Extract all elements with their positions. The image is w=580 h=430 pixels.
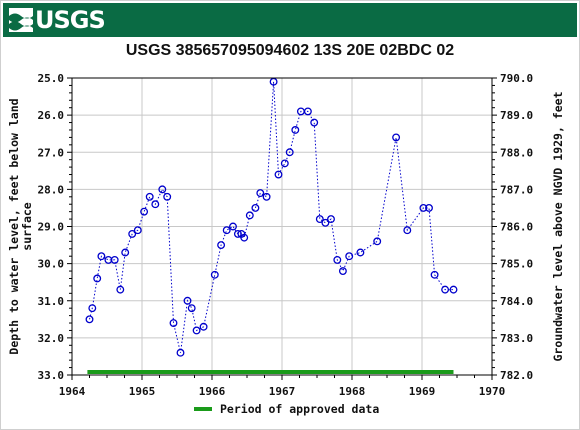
y-left-tick-label: 26.0 <box>38 109 65 122</box>
usgs-banner: USGS <box>3 3 577 37</box>
data-point <box>327 215 335 224</box>
data-point <box>449 285 458 294</box>
y-right-tick-label: 786.0 <box>500 221 533 234</box>
data-point <box>233 229 242 238</box>
x-tick-label: 1967 <box>269 385 296 398</box>
data-point <box>430 270 439 279</box>
y-right-axis-ticks: 790.0 789.0 788.0 787.0 786.0 785.0 784.0 783.0… <box>492 72 533 382</box>
data-point <box>303 107 312 116</box>
usgs-wave-icon <box>9 8 33 32</box>
data-point <box>291 126 300 134</box>
data-point <box>133 226 142 235</box>
legend-label: Period of approved data <box>220 402 380 416</box>
data-point <box>217 241 226 250</box>
data-point <box>145 192 154 201</box>
data-point <box>93 274 102 283</box>
y-right-tick-label: 788.0 <box>500 146 533 159</box>
y-right-tick-label: 789.0 <box>500 109 533 122</box>
y-left-axis-title-line2: surface <box>20 202 34 251</box>
y-right-tick-label: 783.0 <box>500 332 533 345</box>
y-right-tick-label: 785.0 <box>500 258 533 271</box>
y-right-tick-label: 790.0 <box>500 72 533 85</box>
y-left-tick-label: 33.0 <box>38 369 65 382</box>
x-tick-label: 1964 <box>59 385 86 398</box>
y-right-axis-title: Groundwater level above NGVD 1929, feet <box>551 91 565 361</box>
y-left-tick-label: 32.0 <box>38 332 65 345</box>
data-point <box>110 255 119 264</box>
chart-title: USGS 385657095094602 13S 20E 02BDC 02 <box>125 42 455 59</box>
data-point <box>158 185 167 194</box>
data-point <box>274 170 283 179</box>
data-point <box>229 222 237 231</box>
data-point <box>97 252 106 261</box>
x-tick-label: 1968 <box>339 385 366 398</box>
data-point <box>245 211 254 220</box>
data-point <box>199 322 208 331</box>
data-point <box>256 189 265 198</box>
approved-period-bar-fill <box>87 370 454 374</box>
data-point <box>88 304 97 313</box>
series-line <box>89 81 454 353</box>
data-point <box>210 270 219 279</box>
x-axis-ticks: 1964 1965 1966 1967 1968 1969 1970 <box>59 375 506 398</box>
data-point <box>128 229 137 238</box>
data-point <box>321 218 330 227</box>
y-right-tick-label: 787.0 <box>500 183 533 196</box>
data-point <box>85 315 94 324</box>
usgs-logo[interactable]: USGS <box>9 6 106 34</box>
data-point <box>310 118 319 127</box>
data-point <box>373 237 382 246</box>
data-point <box>169 319 178 327</box>
data-point <box>176 348 185 357</box>
x-tick-label: 1966 <box>199 385 226 398</box>
data-point <box>251 203 260 212</box>
y-left-axis-title-line1: Depth to water level, feet below land <box>7 98 21 354</box>
data-point <box>338 267 347 275</box>
data-point <box>345 252 354 261</box>
data-point <box>441 285 450 294</box>
y-left-tick-label: 30.0 <box>38 258 65 271</box>
x-tick-label: 1970 <box>479 385 506 398</box>
data-point <box>333 255 342 264</box>
data-point <box>419 203 428 212</box>
data-point <box>183 296 192 305</box>
usgs-logo-text: USGS <box>35 6 106 34</box>
y-left-tick-label: 25.0 <box>38 72 65 85</box>
y-left-tick-label: 29.0 <box>38 221 65 234</box>
data-point <box>403 226 412 235</box>
y-right-tick-label: 784.0 <box>500 295 533 308</box>
x-tick-label: 1969 <box>409 385 436 398</box>
data-point <box>262 192 271 201</box>
data-point <box>240 233 249 242</box>
data-point <box>285 148 294 157</box>
data-point <box>121 248 130 257</box>
y-left-tick-label: 31.0 <box>38 295 65 308</box>
series-markers <box>85 77 458 357</box>
data-point <box>116 285 125 294</box>
y-left-axis-ticks: 25.0 26.0 27.0 28.0 29.0 30.0 31.0 32.0 33.0 <box>38 72 72 382</box>
y-right-tick-label: 782.0 <box>500 369 533 382</box>
legend-swatch-approved <box>194 407 212 411</box>
data-point <box>425 203 433 212</box>
legend: Period of approved data <box>194 402 379 416</box>
data-point <box>163 192 172 201</box>
data-point <box>187 304 196 313</box>
data-point <box>192 326 201 335</box>
y-left-tick-label: 27.0 <box>38 146 65 159</box>
data-point <box>140 207 149 216</box>
data-point <box>315 215 324 224</box>
x-tick-label: 1965 <box>129 385 156 398</box>
grid-lines <box>72 78 492 375</box>
approved-period-bar <box>87 370 454 374</box>
data-point <box>151 200 160 209</box>
data-point <box>392 133 401 142</box>
data-point <box>222 226 231 235</box>
data-point <box>356 248 365 257</box>
data-point <box>280 159 289 168</box>
series-polyline <box>89 81 454 353</box>
y-left-tick-label: 28.0 <box>38 183 65 196</box>
